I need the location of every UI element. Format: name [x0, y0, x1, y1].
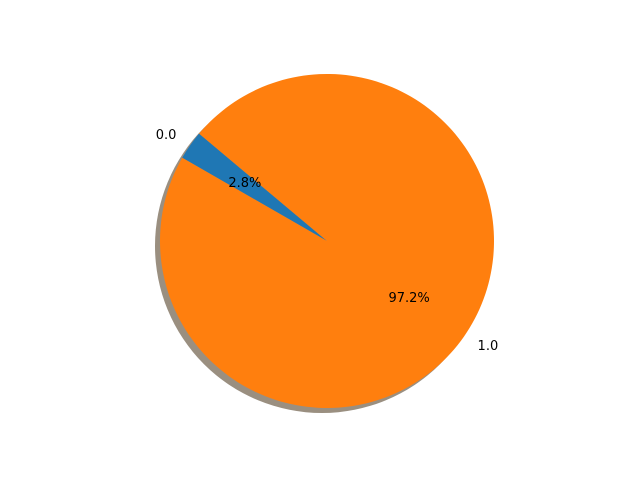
slice-label-0-0: 0.0 [156, 128, 177, 143]
pie-slices [160, 73, 495, 408]
pie-slice-1-0 [160, 73, 495, 408]
slice-percent-0-0: 2.8% [228, 176, 261, 191]
pie-slice-0-0 [182, 133, 327, 241]
pie-labels: 0.0 2.8% 1.0 97.2% [156, 128, 498, 354]
slice-percent-1-0: 97.2% [388, 291, 429, 306]
slice-label-1-0: 1.0 [478, 339, 499, 354]
